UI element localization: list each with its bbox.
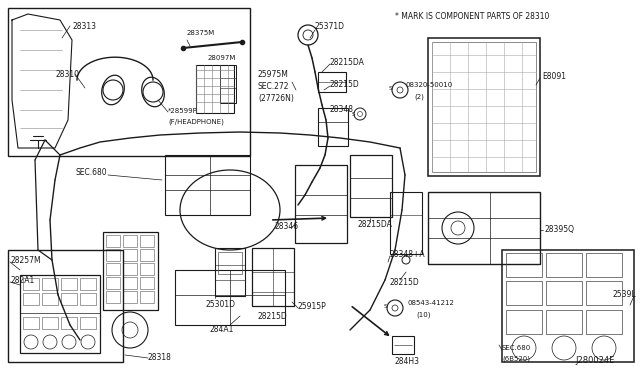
Text: 25915P: 25915P <box>298 302 327 311</box>
Bar <box>218 252 242 274</box>
Bar <box>295 165 347 243</box>
Bar <box>80 293 96 305</box>
Bar <box>80 317 96 329</box>
Bar <box>123 235 137 247</box>
Bar <box>8 250 123 362</box>
Text: E8091: E8091 <box>542 72 566 81</box>
Text: 28318: 28318 <box>148 353 172 362</box>
Bar <box>350 155 392 217</box>
Text: 28215DA: 28215DA <box>330 58 365 67</box>
Bar <box>428 192 540 264</box>
Text: (F/HEADPHONE): (F/HEADPHONE) <box>168 118 224 125</box>
Text: 284H3: 284H3 <box>395 357 420 366</box>
Text: J280024E: J280024E <box>575 356 614 365</box>
Text: *28599P: *28599P <box>168 108 198 114</box>
Bar <box>80 278 96 290</box>
Bar <box>175 270 285 325</box>
Bar <box>220 65 236 103</box>
Bar <box>546 281 582 305</box>
Text: 28395Q: 28395Q <box>545 225 575 234</box>
Bar <box>23 293 39 305</box>
Bar <box>546 310 582 334</box>
Bar <box>23 317 39 329</box>
Text: (10): (10) <box>416 311 431 317</box>
Bar <box>140 249 154 261</box>
Text: 28313: 28313 <box>72 22 96 31</box>
Text: 25301D: 25301D <box>205 300 235 309</box>
Bar <box>140 263 154 275</box>
Bar <box>8 8 250 156</box>
Bar <box>318 108 348 146</box>
Bar <box>586 310 622 334</box>
Text: 08543-41212: 08543-41212 <box>408 300 455 306</box>
Bar <box>546 253 582 277</box>
Text: 2539L: 2539L <box>612 290 636 299</box>
Bar <box>506 253 542 277</box>
Bar <box>61 293 77 305</box>
Text: 25371D: 25371D <box>315 22 345 31</box>
Bar <box>318 72 346 92</box>
Text: 28215DA: 28215DA <box>358 220 393 229</box>
Text: (6B520): (6B520) <box>502 356 530 362</box>
Bar <box>106 277 120 289</box>
Bar <box>106 249 120 261</box>
Text: 28215D: 28215D <box>390 278 420 287</box>
Bar <box>20 275 100 353</box>
Text: 25975M: 25975M <box>258 70 289 79</box>
Bar <box>106 291 120 303</box>
Text: 284A1: 284A1 <box>210 325 234 334</box>
Bar <box>123 277 137 289</box>
Text: 28097M: 28097M <box>208 55 236 61</box>
Bar <box>390 192 422 254</box>
Bar <box>123 249 137 261</box>
Text: S: S <box>389 86 393 90</box>
Bar <box>106 263 120 275</box>
Text: 28215D: 28215D <box>258 312 288 321</box>
Text: SEC.272: SEC.272 <box>258 82 289 91</box>
Bar <box>140 277 154 289</box>
Text: 28348+A: 28348+A <box>390 250 426 259</box>
Bar <box>252 248 294 306</box>
Bar <box>215 248 245 296</box>
Text: 282A1: 282A1 <box>10 276 35 285</box>
Bar <box>42 293 58 305</box>
Bar <box>106 235 120 247</box>
Text: SEC.680: SEC.680 <box>502 345 531 351</box>
Bar <box>432 42 536 172</box>
Bar <box>506 310 542 334</box>
Text: 28348: 28348 <box>330 105 354 114</box>
Text: 28375M: 28375M <box>187 30 215 36</box>
Text: SEC.680: SEC.680 <box>75 168 107 177</box>
Bar <box>586 281 622 305</box>
Text: 28346: 28346 <box>275 222 299 231</box>
Text: S: S <box>351 112 355 116</box>
Text: 28257M: 28257M <box>10 256 40 265</box>
Bar <box>392 336 414 354</box>
Text: 08320-50010: 08320-50010 <box>406 82 453 88</box>
Text: S: S <box>384 304 388 308</box>
Bar <box>61 317 77 329</box>
Bar <box>506 281 542 305</box>
Bar <box>61 278 77 290</box>
Bar <box>140 235 154 247</box>
Bar <box>42 317 58 329</box>
Bar <box>196 65 234 113</box>
Bar <box>140 291 154 303</box>
Bar <box>123 291 137 303</box>
Text: * MARK IS COMPONENT PARTS OF 28310: * MARK IS COMPONENT PARTS OF 28310 <box>395 12 549 21</box>
Bar <box>502 250 634 362</box>
Bar <box>586 253 622 277</box>
Text: (27726N): (27726N) <box>258 94 294 103</box>
Bar <box>428 38 540 176</box>
Text: (2): (2) <box>414 93 424 99</box>
Bar <box>165 155 250 215</box>
Bar <box>123 263 137 275</box>
Bar <box>42 278 58 290</box>
Text: 28310: 28310 <box>55 70 79 79</box>
Bar <box>23 278 39 290</box>
Text: 28215D: 28215D <box>330 80 360 89</box>
Bar <box>103 232 158 310</box>
